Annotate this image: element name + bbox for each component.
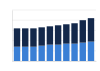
y-axis-line: [12, 11, 13, 62]
bar: [55, 25, 61, 44]
series: [14, 18, 94, 47]
plot: [12, 10, 97, 62]
bar: [47, 26, 53, 44]
bar: [14, 47, 20, 61]
bar: [38, 46, 44, 61]
bar: [88, 42, 94, 61]
bars: [14, 18, 94, 61]
grid-line: [12, 10, 96, 11]
chart: [0, 0, 100, 71]
bar: [80, 20, 86, 42]
bar: [88, 18, 94, 41]
bar: [22, 28, 28, 46]
y-axis: [12, 11, 14, 62]
bar: [71, 44, 77, 61]
bar: [30, 28, 36, 46]
bar: [63, 24, 69, 43]
bar: [14, 28, 20, 46]
x-axis-line: [13, 61, 97, 62]
bar: [80, 43, 86, 61]
bar: [71, 23, 77, 43]
bar: [55, 45, 61, 61]
bar: [22, 47, 28, 61]
bar: [63, 44, 69, 61]
bar: [47, 45, 53, 61]
bar: [38, 27, 44, 45]
x-axis: [13, 61, 97, 63]
bar: [30, 47, 36, 61]
grid: [12, 10, 96, 61]
